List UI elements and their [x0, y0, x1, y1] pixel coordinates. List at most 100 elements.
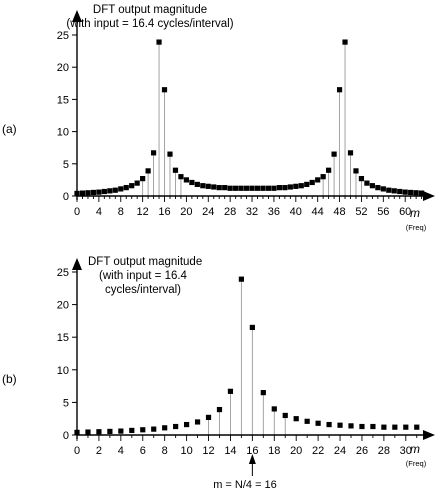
x-tick-label-a-28: 28 — [224, 206, 236, 218]
data-point-a-20 — [183, 177, 189, 183]
x-tick-label-a-44: 44 — [312, 206, 324, 218]
y-tick-label-b-25: 25 — [57, 267, 69, 279]
data-point-a-3 — [90, 189, 97, 196]
y-tick-label-b-5: 5 — [63, 397, 69, 409]
data-point-b-29 — [392, 424, 398, 430]
x-tick-label-b-2: 2 — [96, 445, 102, 457]
y-axis-arrow-b — [72, 258, 82, 270]
x-tick-label-a-16: 16 — [158, 206, 170, 218]
y-axis-arrow-a — [72, 10, 82, 22]
data-point-a-46 — [326, 167, 332, 173]
data-point-a-19 — [178, 174, 184, 180]
x-tick-label-a-40: 40 — [290, 206, 302, 218]
data-point-a-11 — [134, 180, 140, 186]
x-tick-label-a-32: 32 — [246, 206, 258, 218]
x-tick-label-b-12: 12 — [202, 445, 214, 457]
data-point-b-28 — [381, 424, 387, 430]
y-tick-label-a-0: 0 — [63, 191, 69, 203]
data-point-a-26 — [216, 185, 222, 191]
annotation-arrow-head — [248, 454, 256, 464]
x-tick-label-b-8: 8 — [162, 445, 168, 457]
data-point-a-16 — [161, 87, 168, 93]
x-tick-label-a-20: 20 — [180, 206, 192, 218]
chart-title-b-line-2: (with input = 16.4 — [99, 270, 188, 282]
data-point-a-61 — [408, 189, 414, 196]
data-point-a-37 — [276, 185, 282, 191]
data-point-b-15 — [238, 276, 244, 282]
x-tick-label-b-0: 0 — [74, 445, 80, 457]
data-point-a-41 — [298, 183, 304, 189]
data-point-b-14 — [227, 388, 234, 394]
data-point-a-1 — [79, 190, 86, 196]
x-tick-label-b-24: 24 — [334, 445, 346, 457]
data-point-a-38 — [282, 185, 288, 191]
x-axis-label-b: m — [410, 442, 420, 456]
data-point-a-44 — [315, 177, 321, 183]
x-tick-label-b-22: 22 — [312, 445, 324, 457]
data-point-a-55 — [375, 185, 381, 191]
x-axis-arrow-a — [423, 191, 435, 201]
data-point-b-22 — [315, 420, 321, 426]
data-point-b-0 — [74, 429, 80, 435]
data-point-a-21 — [189, 179, 195, 186]
x-axis-unit-b: (Freq) — [406, 459, 427, 468]
data-point-a-43 — [309, 179, 315, 186]
data-point-a-48 — [336, 87, 343, 93]
x-tick-label-b-20: 20 — [290, 445, 302, 457]
data-point-a-17 — [167, 151, 173, 157]
x-tick-label-a-0: 0 — [74, 206, 80, 218]
data-point-b-13 — [216, 406, 223, 413]
data-point-b-21 — [304, 418, 310, 424]
panel-label-b: (b) — [2, 372, 17, 386]
chart-title-a-line-2: (with input = 16.4 cycles/interval) — [66, 18, 233, 30]
x-tick-label-b-14: 14 — [224, 445, 236, 457]
y-tick-label-a-5: 5 — [63, 159, 69, 171]
y-tick-label-a-25: 25 — [57, 30, 69, 42]
x-tick-label-a-52: 52 — [355, 206, 367, 218]
data-point-a-40 — [293, 183, 299, 189]
y-tick-label-a-15: 15 — [57, 94, 69, 106]
data-point-a-8 — [118, 186, 124, 192]
data-point-b-3 — [107, 428, 113, 435]
data-point-a-30 — [238, 185, 244, 191]
panel-label-a: (a) — [2, 122, 17, 136]
data-point-a-34 — [260, 185, 266, 191]
data-point-a-10 — [129, 183, 135, 189]
data-point-a-0 — [74, 190, 80, 197]
data-point-a-52 — [358, 176, 365, 182]
data-point-a-12 — [140, 176, 146, 182]
data-point-a-18 — [172, 167, 179, 173]
data-point-a-62 — [413, 190, 419, 196]
data-point-b-11 — [194, 419, 201, 425]
data-point-a-24 — [205, 183, 211, 189]
data-point-b-17 — [260, 390, 266, 396]
x-tick-label-a-24: 24 — [202, 206, 214, 218]
x-tick-label-b-26: 26 — [356, 445, 368, 457]
data-point-a-5 — [101, 188, 107, 195]
data-point-a-27 — [222, 185, 228, 191]
data-point-a-47 — [331, 151, 337, 157]
x-tick-label-b-16: 16 — [246, 445, 258, 457]
data-point-b-20 — [293, 416, 299, 422]
data-point-b-7 — [151, 426, 157, 432]
x-tick-label-b-4: 4 — [118, 445, 124, 457]
data-point-a-57 — [386, 187, 392, 193]
y-tick-label-b-20: 20 — [57, 300, 69, 312]
chart-title-b-line-1: DFT output magnitude — [88, 256, 202, 268]
data-point-a-42 — [304, 181, 310, 188]
data-point-a-9 — [123, 185, 129, 191]
data-point-b-10 — [184, 421, 190, 428]
x-axis-label-a: m — [410, 206, 420, 220]
data-point-a-32 — [249, 185, 255, 191]
data-point-a-13 — [145, 168, 151, 174]
data-point-a-25 — [211, 184, 217, 190]
data-point-b-19 — [282, 412, 288, 419]
data-point-b-24 — [337, 422, 343, 428]
y-tick-label-a-10: 10 — [57, 127, 69, 139]
data-point-a-29 — [233, 185, 239, 191]
data-point-a-39 — [287, 184, 293, 190]
data-point-b-23 — [326, 421, 332, 428]
data-point-a-23 — [200, 183, 206, 189]
chart-title-b-line-3: cycles/interval) — [105, 284, 181, 296]
data-point-a-63 — [419, 190, 425, 196]
